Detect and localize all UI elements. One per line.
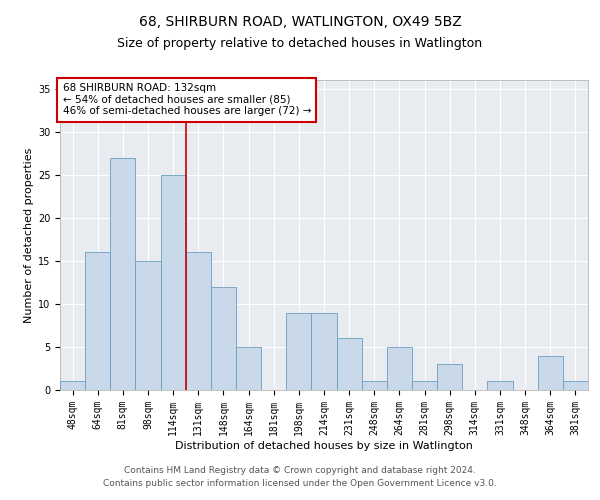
- Bar: [85, 252, 110, 390]
- Bar: [337, 338, 362, 390]
- Bar: [60, 382, 85, 390]
- Bar: [161, 174, 186, 390]
- Bar: [563, 382, 588, 390]
- Bar: [211, 286, 236, 390]
- Text: Contains HM Land Registry data © Crown copyright and database right 2024.
Contai: Contains HM Land Registry data © Crown c…: [103, 466, 497, 487]
- Bar: [487, 382, 512, 390]
- Bar: [437, 364, 462, 390]
- Bar: [412, 382, 437, 390]
- Bar: [236, 347, 261, 390]
- Y-axis label: Number of detached properties: Number of detached properties: [23, 148, 34, 322]
- Bar: [186, 252, 211, 390]
- Text: 68 SHIRBURN ROAD: 132sqm
← 54% of detached houses are smaller (85)
46% of semi-d: 68 SHIRBURN ROAD: 132sqm ← 54% of detach…: [62, 83, 311, 116]
- Text: 68, SHIRBURN ROAD, WATLINGTON, OX49 5BZ: 68, SHIRBURN ROAD, WATLINGTON, OX49 5BZ: [139, 15, 461, 29]
- Bar: [387, 347, 412, 390]
- Bar: [362, 382, 387, 390]
- Bar: [286, 312, 311, 390]
- Bar: [136, 261, 161, 390]
- Bar: [538, 356, 563, 390]
- X-axis label: Distribution of detached houses by size in Watlington: Distribution of detached houses by size …: [175, 440, 473, 450]
- Bar: [110, 158, 136, 390]
- Text: Size of property relative to detached houses in Watlington: Size of property relative to detached ho…: [118, 38, 482, 51]
- Bar: [311, 312, 337, 390]
